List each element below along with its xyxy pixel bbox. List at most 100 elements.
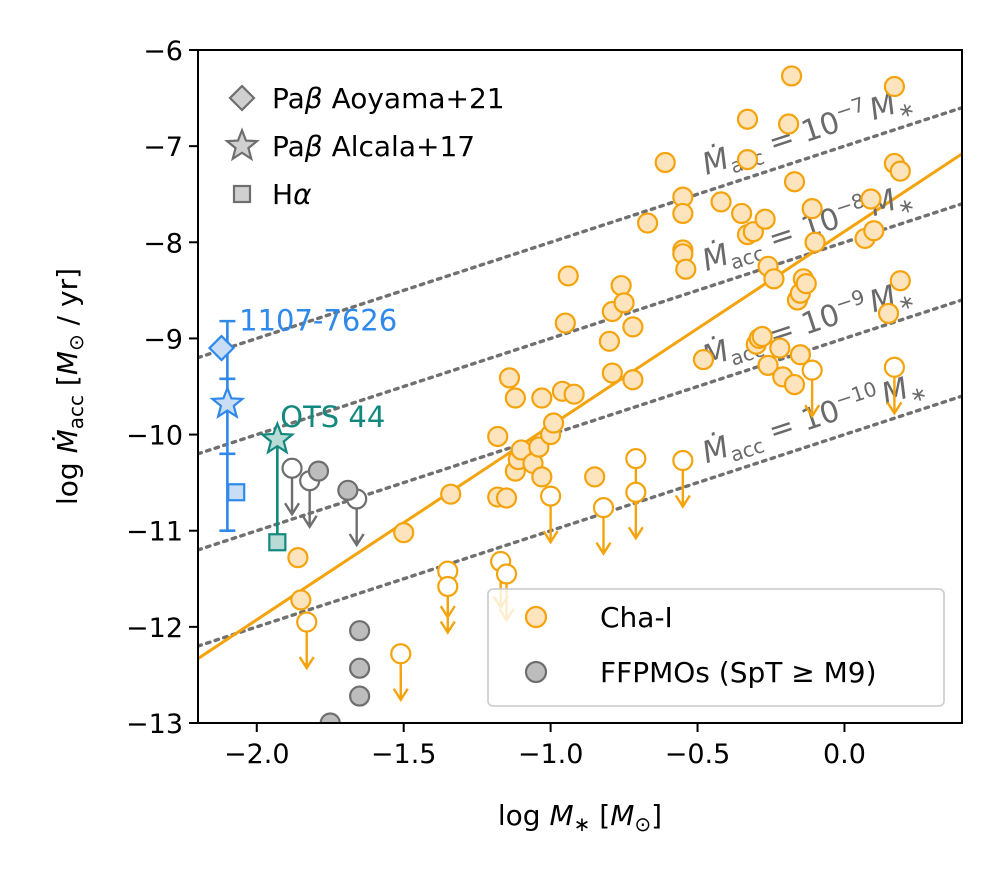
chai-series: [287, 65, 911, 703]
chai-point-24: [598, 330, 620, 352]
chai-upper-limit-arrow-7: [542, 504, 559, 545]
chai-point-8: [498, 367, 521, 389]
chai-point-26: [601, 362, 623, 384]
legend-label-pre: H: [272, 178, 293, 211]
chai-point-47: [754, 208, 776, 230]
chai-point-31: [654, 151, 676, 174]
ffpmo-upper-limit-arrow-3: [348, 506, 365, 548]
chai-point-22: [563, 383, 585, 405]
chai-point-36: [675, 258, 697, 280]
chai-upper-limit-point-6: [495, 563, 518, 585]
arrow-head: [284, 502, 301, 517]
x-label-unit: M: [610, 799, 634, 832]
chai-upper-limit-arrow-1: [298, 630, 315, 671]
fit-line: [198, 152, 962, 660]
y-label-unit-sub: ⊙: [64, 334, 88, 351]
ratio-label-mass-sub: ∗: [895, 192, 918, 220]
chai-point-3: [393, 522, 415, 544]
legend-label-pre: Pa: [272, 82, 305, 115]
ratio-label-mass-sub: ∗: [895, 288, 918, 316]
plot-frame: [197, 49, 963, 724]
ffpmo-point-1: [307, 460, 330, 482]
ffpmo-upper-limit-arrow-1: [284, 476, 301, 517]
legend-series-label-2: FFPMOs (SpT ≥ M9): [600, 656, 877, 689]
chai-point-27: [610, 274, 632, 297]
ffpmo-series: [281, 457, 371, 723]
chai-point-38: [710, 191, 732, 213]
y-tick-label-2: −12: [126, 613, 183, 644]
chai-point-21: [557, 265, 579, 287]
arrow-head: [301, 515, 318, 529]
chai-point-18: [542, 412, 565, 434]
chai-point-67: [877, 302, 900, 325]
chai-point-55: [783, 171, 806, 193]
arrow-head: [595, 541, 612, 556]
chai-point-53: [778, 113, 800, 135]
x-label-pre: log: [498, 799, 550, 832]
y-axis-label: log Ṁacc [M⊙ / yr]: [51, 268, 88, 505]
chai-point-41: [736, 108, 759, 130]
y-tick-label-3: −11: [126, 517, 183, 548]
chai-upper-limit-arrow-10: [627, 500, 644, 541]
legend-label-pre: Pa: [272, 130, 305, 163]
y-label-pre: log: [51, 453, 84, 505]
chai-upper-limit-point-12: [801, 359, 823, 381]
chai-point-5: [487, 425, 509, 448]
y-label-end: / yr]: [51, 268, 84, 334]
chai-point-28: [613, 292, 635, 314]
ffpmo-point-5: [349, 685, 371, 707]
legend-label-greek: α: [293, 178, 312, 211]
chai-point-63: [789, 344, 811, 366]
arrow-head: [298, 656, 315, 671]
chai-point-59: [795, 273, 817, 295]
ffpmo-upper-limit-point-1: [281, 457, 303, 479]
chai-point-39: [731, 202, 753, 225]
legend-label-post: Aoyama+21: [323, 82, 505, 115]
chai-point-1: [287, 547, 309, 569]
legend-series-label-1: Cha-I: [600, 601, 673, 634]
ratio-label-mass-sub: ∗: [895, 96, 918, 124]
chai-point-37: [692, 348, 715, 371]
chai-point-4: [440, 483, 462, 505]
legend-label-greek: β: [304, 82, 323, 115]
legend-ffpmo-icon: [524, 660, 548, 684]
y-label-sub: acc: [64, 395, 88, 429]
x-tick-label-2: −1.5: [371, 739, 437, 770]
arrow-head: [886, 401, 903, 416]
object-1107-7626: 1107-7626: [207, 304, 397, 533]
chai-point-72: [636, 212, 659, 234]
chai-point-71: [889, 270, 911, 292]
ffpmo-point-3: [349, 620, 371, 642]
x-label-bracket: [: [590, 799, 610, 832]
arrow-head: [627, 526, 644, 541]
chai-upper-limit-arrow-2: [392, 661, 409, 703]
chai-upper-limit-point-7: [540, 485, 562, 507]
ratio-label-mass-sub: ∗: [907, 380, 930, 408]
chai-point-16: [531, 387, 553, 409]
chai-point-62: [783, 373, 806, 396]
arrow-head: [348, 533, 365, 548]
chai-point-15: [531, 466, 553, 488]
chai-upper-limit-point-8: [592, 497, 615, 519]
legend-marker-label-2: Paβ Alcala+17: [272, 130, 475, 163]
y-label-unit: M: [51, 351, 84, 375]
chai-point-2: [290, 589, 312, 611]
ratio-line-2: [198, 202, 962, 456]
legend-star-icon: [224, 127, 260, 162]
x-label-sub: ∗: [574, 812, 591, 836]
chai-point-46: [751, 325, 773, 348]
x-tick-label-3: −1.0: [518, 739, 584, 770]
chai-point-68: [883, 75, 906, 98]
series-legend-box: [487, 588, 945, 707]
chai-upper-limit-arrow-11: [674, 468, 691, 509]
x-label-var: M: [549, 799, 573, 832]
chai-point-70: [889, 160, 911, 182]
y-label-bracket: [: [51, 375, 84, 395]
ratio-line-3: [198, 298, 962, 552]
x-axis-label: log M∗ [M⊙]: [498, 799, 662, 836]
legend-marker-label-3: Hα: [272, 178, 312, 211]
chai-upper-limit-point-10: [625, 481, 647, 503]
